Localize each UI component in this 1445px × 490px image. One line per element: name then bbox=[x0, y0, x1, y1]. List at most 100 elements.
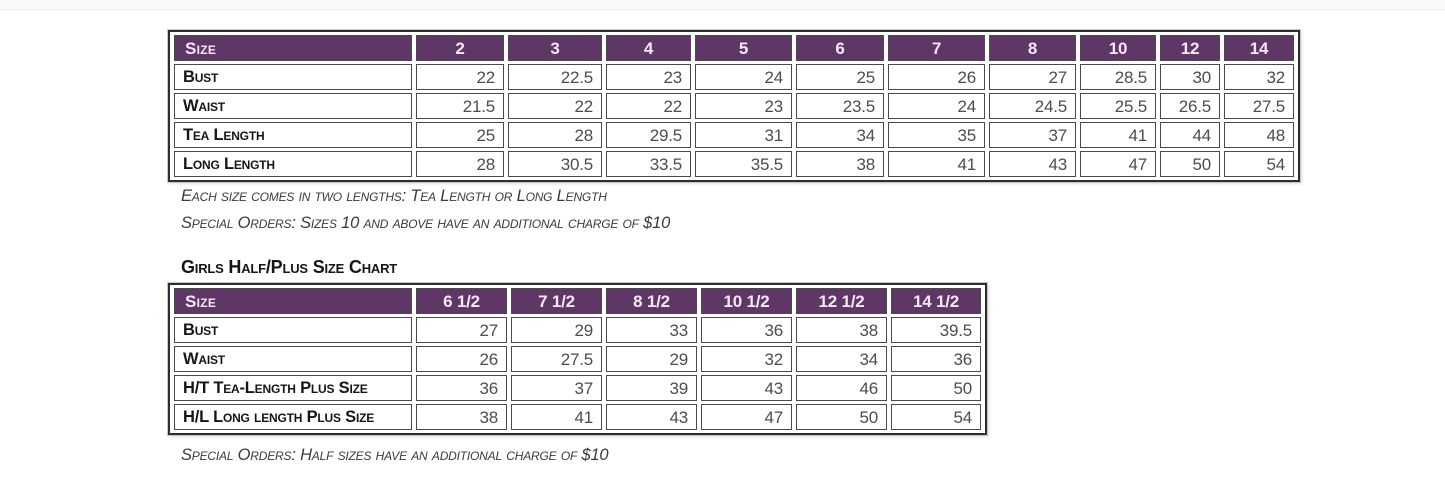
measurement-value: 41 bbox=[888, 151, 985, 177]
measurement-value: 21.5 bbox=[416, 93, 504, 119]
size-column-header: 10 1/2 bbox=[701, 288, 792, 314]
measurement-value: 43 bbox=[989, 151, 1076, 177]
measurement-value: 23 bbox=[695, 93, 792, 119]
measurement-value: 23 bbox=[606, 64, 691, 90]
table-row: Long Length 28 30.5 33.5 35.5 38 41 43 47 50 54 bbox=[174, 151, 1294, 177]
measurement-value: 24 bbox=[695, 64, 792, 90]
size-column-header: 2 bbox=[416, 35, 504, 61]
measurement-value: 36 bbox=[891, 346, 981, 372]
top-page-strip bbox=[0, 0, 1445, 10]
measurement-value: 39 bbox=[606, 375, 697, 401]
measurement-value: 22 bbox=[606, 93, 691, 119]
size-column-header: 12 bbox=[1160, 35, 1220, 61]
measurement-value: 31 bbox=[695, 122, 792, 148]
measurement-value: 39.5 bbox=[891, 317, 981, 343]
measurement-row-label: Bust bbox=[174, 317, 412, 343]
measurement-value: 35 bbox=[888, 122, 985, 148]
table-header-row: Size 6 1/2 7 1/2 8 1/2 10 1/2 12 1/2 14 1/2 bbox=[174, 288, 981, 314]
measurement-value: 43 bbox=[606, 404, 697, 430]
measurement-value: 26 bbox=[416, 346, 507, 372]
girls-half-plus-size-chart-table: Size 6 1/2 7 1/2 8 1/2 10 1/2 12 1/2 14 1/2 B… bbox=[168, 283, 987, 435]
size-column-header: 7 1/2 bbox=[511, 288, 602, 314]
measurement-row-label: Bust bbox=[174, 64, 412, 90]
size-header-label: Size bbox=[174, 35, 412, 61]
measurement-row-label: H/T Tea-Length Plus Size bbox=[174, 375, 412, 401]
measurement-value: 25 bbox=[796, 64, 884, 90]
measurement-value: 29 bbox=[606, 346, 697, 372]
measurement-value: 26.5 bbox=[1160, 93, 1220, 119]
size-column-header: 10 bbox=[1080, 35, 1156, 61]
table-row: Tea Length 25 28 29.5 31 34 35 37 41 44 48 bbox=[174, 122, 1294, 148]
measurement-value: 30 bbox=[1160, 64, 1220, 90]
size-column-header: 6 1/2 bbox=[416, 288, 507, 314]
measurement-value: 30.5 bbox=[508, 151, 602, 177]
measurement-value: 27 bbox=[416, 317, 507, 343]
size-column-header: 12 1/2 bbox=[796, 288, 887, 314]
measurement-value: 38 bbox=[416, 404, 507, 430]
measurement-value: 23.5 bbox=[796, 93, 884, 119]
measurement-row-label: Tea Length bbox=[174, 122, 412, 148]
special-orders-note: Special Orders: Sizes 10 and above have … bbox=[181, 214, 671, 232]
measurement-row-label: Waist bbox=[174, 346, 412, 372]
measurement-value: 38 bbox=[796, 317, 887, 343]
measurement-value: 41 bbox=[511, 404, 602, 430]
measurement-value: 28.5 bbox=[1080, 64, 1156, 90]
size-column-header: 8 1/2 bbox=[606, 288, 697, 314]
size-column-header: 8 bbox=[989, 35, 1076, 61]
size-column-header: 7 bbox=[888, 35, 985, 61]
measurement-value: 50 bbox=[796, 404, 887, 430]
measurement-value: 27 bbox=[989, 64, 1076, 90]
lengths-note: Each size comes in two lengths: Tea Leng… bbox=[181, 187, 607, 205]
measurement-value: 38 bbox=[796, 151, 884, 177]
measurement-value: 34 bbox=[796, 122, 884, 148]
measurement-value: 25.5 bbox=[1080, 93, 1156, 119]
measurement-value: 28 bbox=[508, 122, 602, 148]
measurement-value: 27.5 bbox=[1224, 93, 1294, 119]
table-row: Waist 26 27.5 29 32 34 36 bbox=[174, 346, 981, 372]
measurement-row-label: H/L Long length Plus Size bbox=[174, 404, 412, 430]
table-header-row: Size 2 3 4 5 6 7 8 10 12 14 bbox=[174, 35, 1294, 61]
measurement-value: 24 bbox=[888, 93, 985, 119]
table-row: Bust 27 29 33 36 38 39.5 bbox=[174, 317, 981, 343]
half-sizes-note: Special Orders: Half sizes have an addit… bbox=[181, 446, 609, 464]
measurement-value: 33 bbox=[606, 317, 697, 343]
size-column-header: 14 1/2 bbox=[891, 288, 981, 314]
measurement-value: 54 bbox=[1224, 151, 1294, 177]
measurement-value: 54 bbox=[891, 404, 981, 430]
measurement-value: 50 bbox=[891, 375, 981, 401]
measurement-value: 35.5 bbox=[695, 151, 792, 177]
measurement-value: 27.5 bbox=[511, 346, 602, 372]
table-row: H/L Long length Plus Size 38 41 43 47 50 54 bbox=[174, 404, 981, 430]
measurement-value: 50 bbox=[1160, 151, 1220, 177]
half-plus-size-chart-title: Girls Half/Plus Size Chart bbox=[181, 257, 398, 277]
measurement-value: 25 bbox=[416, 122, 504, 148]
measurement-value: 32 bbox=[701, 346, 792, 372]
measurement-value: 43 bbox=[701, 375, 792, 401]
measurement-value: 32 bbox=[1224, 64, 1294, 90]
measurement-value: 36 bbox=[416, 375, 507, 401]
table-row: Waist 21.5 22 22 23 23.5 24 24.5 25.5 26.5 27.5 bbox=[174, 93, 1294, 119]
table-row: H/T Tea-Length Plus Size 36 37 39 43 46 50 bbox=[174, 375, 981, 401]
table-row: Bust 22 22.5 23 24 25 26 27 28.5 30 32 bbox=[174, 64, 1294, 90]
measurement-row-label: Long Length bbox=[174, 151, 412, 177]
size-column-header: 6 bbox=[796, 35, 884, 61]
measurement-value: 22 bbox=[508, 93, 602, 119]
measurement-value: 47 bbox=[701, 404, 792, 430]
size-column-header: 14 bbox=[1224, 35, 1294, 61]
measurement-value: 28 bbox=[416, 151, 504, 177]
size-column-header: 3 bbox=[508, 35, 602, 61]
measurement-value: 22 bbox=[416, 64, 504, 90]
size-column-header: 4 bbox=[606, 35, 691, 61]
measurement-value: 36 bbox=[701, 317, 792, 343]
measurement-value: 34 bbox=[796, 346, 887, 372]
measurement-value: 44 bbox=[1160, 122, 1220, 148]
measurement-value: 33.5 bbox=[606, 151, 691, 177]
measurement-value: 29 bbox=[511, 317, 602, 343]
measurement-value: 47 bbox=[1080, 151, 1156, 177]
measurement-value: 37 bbox=[511, 375, 602, 401]
measurement-value: 29.5 bbox=[606, 122, 691, 148]
measurement-row-label: Waist bbox=[174, 93, 412, 119]
measurement-value: 48 bbox=[1224, 122, 1294, 148]
measurement-value: 22.5 bbox=[508, 64, 602, 90]
measurement-value: 26 bbox=[888, 64, 985, 90]
